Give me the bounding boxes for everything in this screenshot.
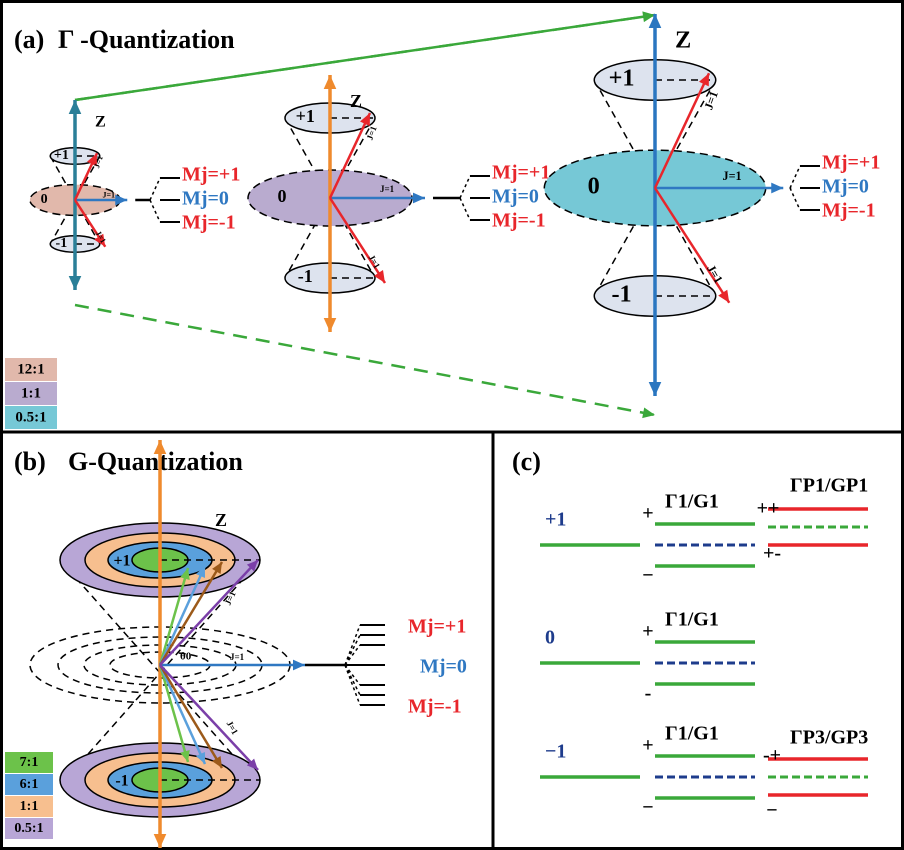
panel-label: (a) xyxy=(14,25,44,54)
line xyxy=(790,188,800,210)
label: -1 xyxy=(56,236,68,251)
label: Mj=0 xyxy=(182,188,229,210)
label: 7:1 xyxy=(20,755,39,770)
label: -1 xyxy=(611,281,631,308)
label: θ0 xyxy=(180,651,192,663)
label: Mj=-1 xyxy=(492,210,546,232)
label: Mj=0 xyxy=(822,176,869,198)
label: + xyxy=(642,621,653,643)
arrow-head xyxy=(642,407,655,418)
label: ΓP3/GP3 xyxy=(790,727,868,749)
label: J=1 xyxy=(723,169,742,183)
line xyxy=(790,166,800,188)
figure: (a) Γ -Quantization (b) G-Quantization (… xyxy=(0,0,904,850)
label: + xyxy=(642,735,653,757)
label: − xyxy=(642,565,653,587)
arrow-head xyxy=(293,660,305,671)
label: Γ1/G1 xyxy=(665,723,719,745)
label: + xyxy=(642,503,653,525)
label: Z xyxy=(350,91,362,111)
label: 0 xyxy=(278,186,287,206)
line xyxy=(150,200,160,222)
line xyxy=(460,198,470,220)
label: Mj=+1 xyxy=(408,616,466,638)
arrow-head xyxy=(324,318,337,332)
label: +1 xyxy=(296,106,315,126)
label: 12:1 xyxy=(17,361,45,377)
line xyxy=(150,178,160,200)
label: +1 xyxy=(545,509,566,531)
label: J=1 xyxy=(380,184,395,194)
panel-title: Γ -Quantization xyxy=(58,25,235,54)
label: ++ xyxy=(757,498,780,520)
label: Mj=-1 xyxy=(822,200,876,222)
label: Z xyxy=(675,27,691,54)
label: -1 xyxy=(298,266,313,286)
label: − xyxy=(766,800,777,822)
label: Γ1/G1 xyxy=(665,609,719,631)
label: Z xyxy=(215,510,227,530)
label: - xyxy=(645,683,652,705)
label: −1 xyxy=(545,741,566,763)
label: Mj=-1 xyxy=(182,212,236,234)
line xyxy=(345,665,360,705)
line xyxy=(345,645,360,665)
label: 0.5:1 xyxy=(14,821,43,836)
label: Mj=+1 xyxy=(822,152,880,174)
label: +- xyxy=(763,543,781,565)
label: +1 xyxy=(54,148,69,163)
label: J=1 xyxy=(103,190,116,199)
label: J=1 xyxy=(223,589,238,606)
arrow-head xyxy=(69,276,82,290)
frame xyxy=(2,2,903,849)
label: Mj=+1 xyxy=(182,164,240,186)
label: -+ xyxy=(763,745,781,767)
label: 0.5:1 xyxy=(15,409,46,425)
arrow-head xyxy=(324,75,337,89)
label: 0 xyxy=(41,192,48,207)
label: 6:1 xyxy=(20,777,39,792)
line xyxy=(460,176,470,198)
label: J=1 xyxy=(224,719,240,737)
arrow-head xyxy=(374,270,385,283)
label: J=1 xyxy=(230,652,245,662)
label: 0 xyxy=(588,173,600,200)
arrow-head xyxy=(649,382,662,396)
label: ΓP1/GP1 xyxy=(790,475,868,497)
label: 1:1 xyxy=(21,385,41,401)
label: -1 xyxy=(115,773,128,790)
label: 1:1 xyxy=(20,799,39,814)
arrow-head xyxy=(413,193,425,204)
panel-label: (c) xyxy=(512,447,541,476)
label: − xyxy=(642,797,653,819)
arrow-head xyxy=(69,100,82,114)
label: Mj=+1 xyxy=(492,162,550,184)
line xyxy=(75,305,655,415)
arrow-head xyxy=(154,834,167,848)
label: 0 xyxy=(545,627,555,649)
line xyxy=(345,665,360,685)
panel-label: (b) xyxy=(14,447,46,476)
label: Mj=-1 xyxy=(408,696,462,718)
arrow-head xyxy=(718,290,729,303)
label: Mj=0 xyxy=(492,186,539,208)
label: +1 xyxy=(609,65,635,92)
arrow-head xyxy=(771,183,783,194)
label: Z xyxy=(95,113,106,131)
label: +1 xyxy=(113,553,130,570)
label: Mj=0 xyxy=(420,656,467,678)
arrow-head xyxy=(115,195,127,206)
line xyxy=(345,635,360,665)
label: Γ1/G1 xyxy=(665,491,719,513)
line xyxy=(345,665,360,695)
